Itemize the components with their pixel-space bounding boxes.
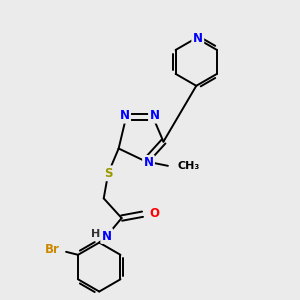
- Text: N: N: [149, 109, 160, 122]
- Text: S: S: [104, 167, 112, 180]
- Text: N: N: [193, 32, 203, 44]
- Text: N: N: [120, 109, 130, 122]
- Text: H: H: [91, 229, 100, 238]
- Text: O: O: [149, 207, 159, 220]
- Text: Br: Br: [45, 243, 59, 256]
- Text: N: N: [102, 230, 112, 242]
- Text: CH₃: CH₃: [178, 161, 200, 171]
- Text: N: N: [143, 156, 154, 169]
